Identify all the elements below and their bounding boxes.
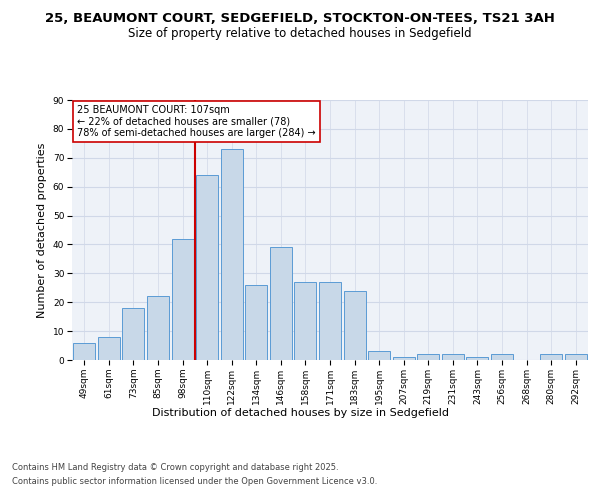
Bar	[565, 354, 587, 360]
Bar	[73, 342, 95, 360]
Text: 25, BEAUMONT COURT, SEDGEFIELD, STOCKTON-ON-TEES, TS21 3AH: 25, BEAUMONT COURT, SEDGEFIELD, STOCKTON…	[45, 12, 555, 26]
Bar	[466, 357, 488, 360]
Bar	[147, 296, 169, 360]
Bar	[368, 352, 390, 360]
Bar	[196, 175, 218, 360]
Text: Contains public sector information licensed under the Open Government Licence v3: Contains public sector information licen…	[12, 478, 377, 486]
Y-axis label: Number of detached properties: Number of detached properties	[37, 142, 47, 318]
Bar	[295, 282, 316, 360]
Bar	[319, 282, 341, 360]
Bar	[442, 354, 464, 360]
Bar	[270, 248, 292, 360]
Text: Contains HM Land Registry data © Crown copyright and database right 2025.: Contains HM Land Registry data © Crown c…	[12, 462, 338, 471]
Bar	[172, 238, 194, 360]
Bar	[392, 357, 415, 360]
Bar	[417, 354, 439, 360]
Bar	[122, 308, 145, 360]
Bar	[491, 354, 513, 360]
Bar	[540, 354, 562, 360]
Text: Distribution of detached houses by size in Sedgefield: Distribution of detached houses by size …	[151, 408, 449, 418]
Text: Size of property relative to detached houses in Sedgefield: Size of property relative to detached ho…	[128, 28, 472, 40]
Bar	[98, 337, 120, 360]
Bar	[221, 149, 243, 360]
Bar	[245, 285, 268, 360]
Bar	[344, 290, 365, 360]
Text: 25 BEAUMONT COURT: 107sqm
← 22% of detached houses are smaller (78)
78% of semi-: 25 BEAUMONT COURT: 107sqm ← 22% of detac…	[77, 105, 316, 138]
